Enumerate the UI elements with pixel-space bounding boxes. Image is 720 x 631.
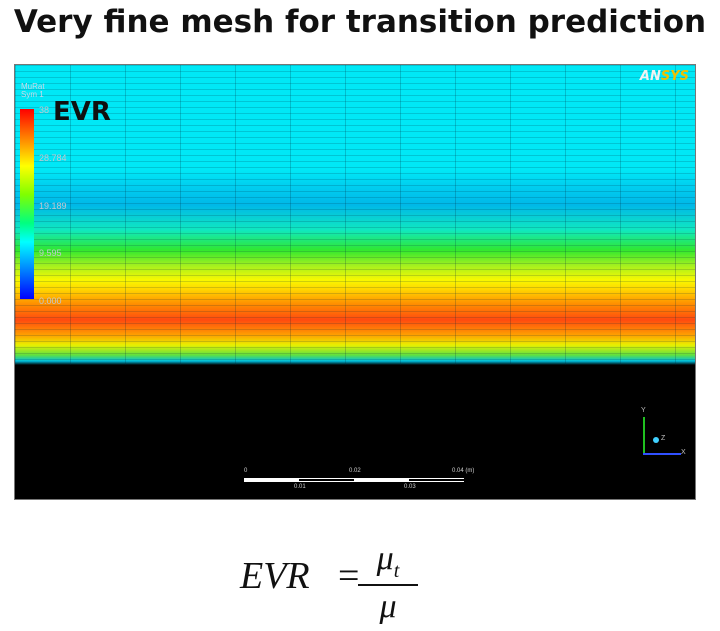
legend-location: Sym 1	[21, 90, 44, 99]
legend-tick: 28.784	[39, 153, 67, 163]
legend-variable: MuRat	[21, 82, 45, 91]
mesh-vertical-lines	[15, 65, 695, 365]
legend-tick: 19.189	[39, 201, 67, 211]
scale-label: 0	[244, 468, 248, 474]
y-axis-line	[643, 417, 645, 455]
logo-part-2: SYS	[660, 69, 689, 84]
evr-contour-field	[15, 65, 695, 365]
field-shading	[15, 65, 695, 365]
numerator-symbol: μ	[376, 540, 394, 577]
y-axis-label: Y	[641, 407, 646, 414]
scale-segment	[354, 478, 409, 482]
numerator-subscript: t	[393, 559, 400, 582]
length-scale-bar: 0 0.02 0.04 (m) 0.01 0.03	[244, 468, 474, 490]
ansys-logo: ANSYS	[640, 69, 689, 84]
scale-label: 0.01	[294, 484, 306, 490]
empty-region	[15, 365, 695, 499]
scale-segment	[409, 478, 464, 482]
formula-equals: =	[338, 555, 360, 597]
scale-label: 0.03	[404, 484, 416, 490]
mesh-horizontal-lines	[15, 65, 695, 365]
slide-title: Very fine mesh for transition prediction	[13, 4, 707, 40]
legend-tick: 0.000	[39, 296, 62, 306]
cfd-viewport[interactable]: MuRat Sym 1 38 28.784 19.189 9.595 0.000…	[14, 64, 696, 500]
evr-formula: EVR = μt μ	[240, 540, 480, 630]
formula-lhs: EVR	[240, 555, 310, 597]
logo-part-1: AN	[639, 69, 661, 84]
x-axis-line	[643, 453, 681, 455]
x-axis-label: X	[681, 449, 686, 456]
legend-header: MuRat Sym 1	[21, 83, 45, 99]
legend-colorbar	[20, 109, 34, 299]
scale-segment	[244, 478, 299, 482]
fraction-bar	[358, 584, 418, 586]
scale-segment	[299, 478, 354, 482]
legend-max: 38	[39, 105, 50, 115]
formula-denominator: μ	[379, 588, 397, 625]
formula-numerator: μt	[358, 540, 418, 583]
axis-triad[interactable]: Y X Z	[637, 407, 687, 461]
evr-label: EVR	[53, 97, 111, 127]
legend-tick: 9.595	[39, 248, 62, 258]
z-axis-dot	[653, 437, 659, 443]
z-axis-label: Z	[661, 435, 666, 442]
scale-label: 0.04 (m)	[452, 468, 475, 474]
scale-label: 0.02	[349, 468, 361, 474]
